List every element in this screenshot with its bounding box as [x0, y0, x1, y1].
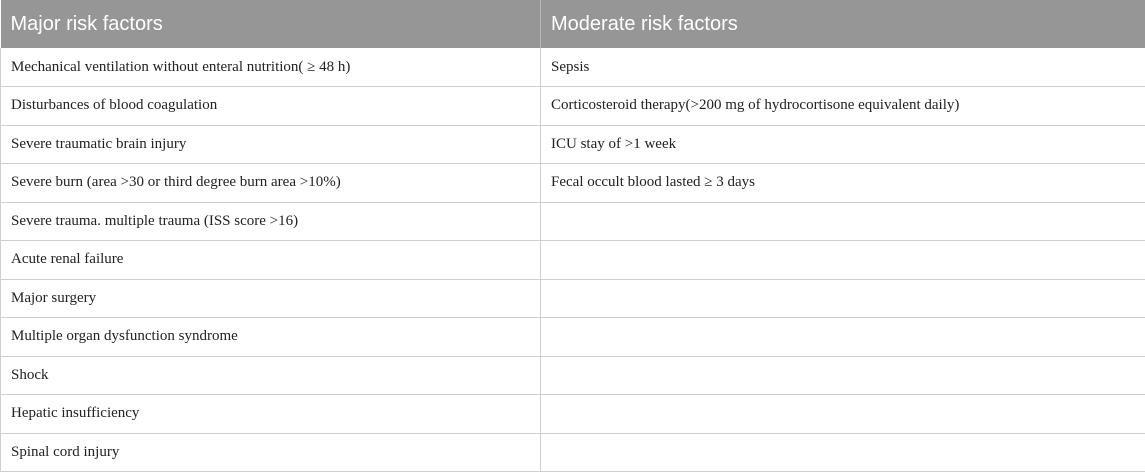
major-risk-cell: Disturbances of blood coagulation [0, 86, 541, 126]
table-body: Mechanical ventilation without enteral n… [0, 48, 1145, 472]
moderate-risk-cell: Corticosteroid therapy(>200 mg of hydroc… [540, 86, 1145, 126]
moderate-risk-cell [540, 317, 1145, 357]
moderate-risk-cell [540, 356, 1145, 395]
moderate-risk-cell: Sepsis [540, 48, 1145, 87]
table-row: Spinal cord injury [0, 433, 1145, 472]
major-risk-cell: Severe traumatic brain injury [0, 125, 541, 164]
major-risk-cell: Severe burn (area >30 or third degree bu… [0, 163, 541, 203]
table-row: Disturbances of blood coagulation Cortic… [0, 86, 1145, 126]
moderate-risk-cell [540, 202, 1145, 241]
major-risk-cell: Spinal cord injury [0, 433, 541, 472]
header-moderate-risk-factors: Moderate risk factors [540, 0, 1145, 48]
header-row: Major risk factors Moderate risk factors [0, 0, 1145, 48]
major-risk-cell: Mechanical ventilation without enteral n… [0, 48, 541, 87]
moderate-risk-cell [540, 394, 1145, 434]
moderate-risk-cell: Fecal occult blood lasted ≥ 3 days [540, 163, 1145, 203]
header-major-risk-factors: Major risk factors [0, 0, 541, 48]
major-risk-cell: Shock [0, 356, 541, 395]
table-row: Acute renal failure [0, 240, 1145, 280]
major-risk-cell: Major surgery [0, 279, 541, 318]
table-row: Severe traumatic brain injury ICU stay o… [0, 125, 1145, 164]
moderate-risk-cell: ICU stay of >1 week [540, 125, 1145, 164]
table-row: Severe burn (area >30 or third degree bu… [0, 163, 1145, 203]
moderate-risk-cell [540, 433, 1145, 472]
moderate-risk-cell [540, 240, 1145, 280]
table-row: Hepatic insufficiency [0, 394, 1145, 434]
table-row: Multiple organ dysfunction syndrome [0, 317, 1145, 357]
major-risk-cell: Acute renal failure [0, 240, 541, 280]
table-row: Severe trauma. multiple trauma (ISS scor… [0, 202, 1145, 241]
major-risk-cell: Hepatic insufficiency [0, 394, 541, 434]
table-row: Shock [0, 356, 1145, 395]
table-header: Major risk factors Moderate risk factors [0, 0, 1145, 48]
major-risk-cell: Multiple organ dysfunction syndrome [0, 317, 541, 357]
major-risk-cell: Severe trauma. multiple trauma (ISS scor… [0, 202, 541, 241]
moderate-risk-cell [540, 279, 1145, 318]
table-row: Mechanical ventilation without enteral n… [0, 48, 1145, 87]
table-row: Major surgery [0, 279, 1145, 318]
